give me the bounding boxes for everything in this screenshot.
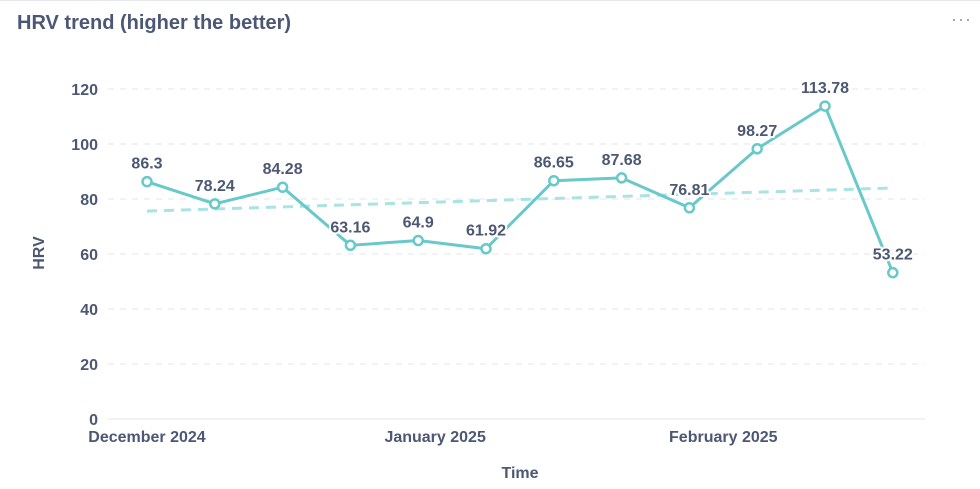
data-point[interactable]: [276, 181, 289, 193]
data-point[interactable]: [615, 172, 628, 184]
y-tick-label: 20: [80, 357, 98, 374]
y-tick-label: 80: [80, 192, 98, 209]
data-label: 53.22: [873, 247, 913, 264]
data-point[interactable]: [141, 175, 153, 188]
data-point[interactable]: [548, 174, 560, 187]
data-point[interactable]: [344, 239, 357, 252]
y-tick-label: 40: [80, 302, 98, 319]
x-axis-ticks: December 2024 January 2025 February 2025: [88, 429, 777, 446]
x-tick-label: February 2025: [669, 429, 778, 446]
grid-lines: [108, 88, 925, 420]
data-points: [141, 100, 899, 279]
data-point[interactable]: [412, 234, 424, 247]
more-horizontal-icon[interactable]: ···: [951, 9, 972, 29]
data-label: 84.28: [263, 161, 303, 178]
data-point[interactable]: [683, 202, 696, 214]
x-axis-title: Time: [501, 465, 538, 482]
x-tick-label: December 2024: [88, 429, 206, 446]
x-tick-label: January 2025: [384, 429, 486, 446]
data-labels: 86.3 78.24 84.28 63.16 64.9 61.92 86.65 87.68 76…: [129, 78, 914, 266]
data-point[interactable]: [751, 143, 763, 155]
series-line: [146, 104, 895, 274]
data-label: 63.16: [330, 219, 370, 236]
y-tick-label: 100: [71, 137, 98, 154]
data-label: 61.92: [466, 223, 506, 240]
trend-line: [146, 186, 893, 213]
data-point[interactable]: [887, 266, 899, 279]
chart-title: HRV trend (higher the better): [17, 12, 292, 34]
data-label: 98.27: [737, 123, 777, 140]
data-label: 113.78: [801, 80, 849, 97]
data-label: 86.3: [131, 156, 162, 173]
data-label: 78.24: [195, 178, 235, 195]
data-label: 76.81: [669, 182, 709, 199]
data-label: 87.68: [602, 152, 642, 169]
data-label: 64.9: [403, 215, 434, 232]
y-axis-title: HRV: [31, 236, 48, 270]
data-label: 86.65: [534, 155, 574, 172]
data-point[interactable]: [209, 198, 221, 210]
y-tick-label: 120: [71, 82, 98, 99]
y-axis-ticks: 0 20 40 60 80 100 120: [71, 82, 98, 429]
y-tick-label: 60: [80, 247, 98, 264]
y-tick-label: 0: [89, 412, 98, 429]
data-point[interactable]: [819, 100, 831, 112]
data-point[interactable]: [480, 242, 492, 255]
